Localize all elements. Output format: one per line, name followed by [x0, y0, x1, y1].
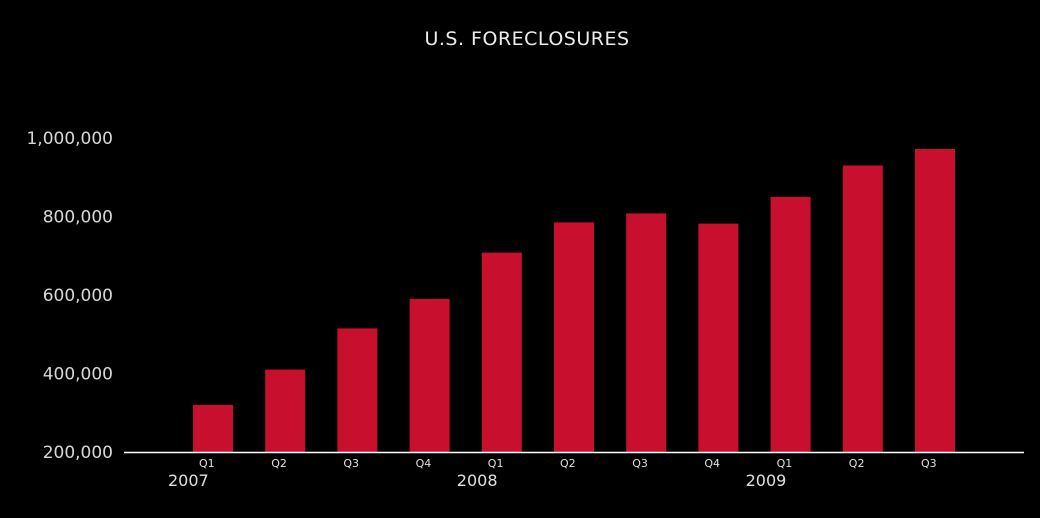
year-label: 2008: [457, 471, 498, 490]
year-label: 2009: [746, 471, 787, 490]
bar: [842, 165, 883, 452]
x-tick-label: Q2: [271, 457, 287, 470]
x-tick-label: Q2: [560, 457, 576, 470]
y-tick-label: 200,000: [43, 443, 113, 463]
bar: [626, 213, 667, 452]
x-tick-label: Q2: [849, 457, 865, 470]
x-tick-label: Q4: [704, 457, 720, 470]
x-tick-label: Q1: [488, 457, 504, 470]
x-tick-label: Q3: [632, 457, 648, 470]
bar: [337, 328, 378, 452]
x-tick-label: Q3: [343, 457, 359, 470]
x-tick-label: Q1: [777, 457, 793, 470]
y-tick-label: 800,000: [43, 208, 113, 228]
x-axis-year-labels: 2007 2008 2009: [168, 471, 786, 490]
bar: [698, 223, 739, 452]
x-tick-label: Q3: [921, 457, 937, 470]
chart-title: U.S. FORECLOSURES: [424, 28, 629, 50]
y-tick-label: 400,000: [43, 365, 113, 385]
bar: [770, 196, 811, 452]
bar: [481, 252, 522, 452]
bar: [554, 222, 594, 452]
bars: [193, 149, 955, 452]
x-tick-label: Q1: [199, 457, 215, 470]
bar: [915, 149, 955, 452]
bar: [265, 369, 306, 452]
bar: [193, 404, 233, 452]
bar: [409, 298, 450, 452]
y-tick-label: 600,000: [43, 286, 113, 306]
y-tick-label: 1,000,000: [26, 129, 113, 149]
year-label: 2007: [168, 471, 209, 490]
x-axis-quarter-labels: Q1 Q2 Q3 Q4 Q1 Q2 Q3 Q4 Q1 Q2 Q3: [199, 457, 937, 470]
x-tick-label: Q4: [416, 457, 432, 470]
y-axis-ticks: 200,000 400,000 600,000 800,000 1,000,000: [26, 129, 113, 463]
